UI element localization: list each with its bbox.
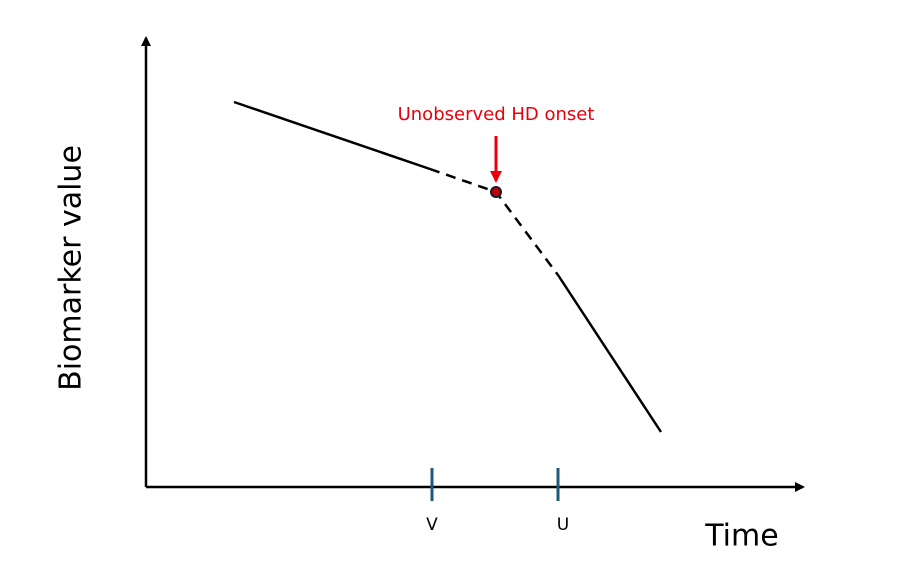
marker-label: V [426,515,438,535]
y-axis-label: Biomarker value [54,145,89,391]
unobserved-curve [429,167,560,276]
x-axis-label: Time [704,519,778,554]
observed-curve [556,274,663,433]
annotation: Unobserved HD onset [398,104,595,125]
marker-label: U [557,515,569,535]
onset-point [490,186,502,198]
observed-curve [233,100,431,171]
